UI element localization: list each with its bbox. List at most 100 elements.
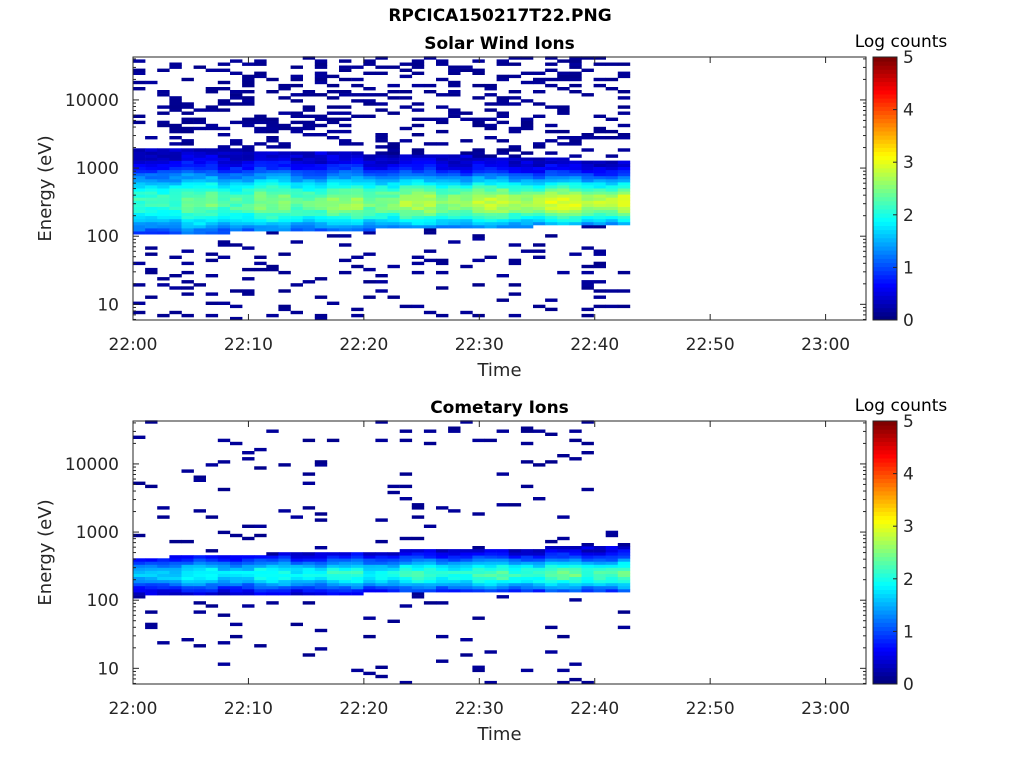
heatmap-cell — [193, 558, 206, 562]
colorbar-swatch — [873, 262, 897, 268]
heatmap-cell — [557, 136, 570, 140]
heatmap-cell — [145, 573, 158, 577]
colorbar-swatch — [873, 102, 897, 107]
heatmap-cell — [169, 142, 182, 146]
heatmap-cell — [339, 243, 352, 247]
heatmap-cell — [617, 289, 631, 293]
heatmap-cell — [133, 200, 146, 204]
heatmap-cell — [484, 191, 497, 195]
heatmap-cell — [363, 87, 376, 91]
heatmap-cell — [520, 191, 534, 195]
heatmap-cell — [617, 105, 631, 109]
heatmap-cell — [617, 206, 631, 210]
heatmap-cell — [472, 200, 485, 204]
heatmap-cell — [230, 561, 243, 565]
heatmap-cell — [460, 175, 473, 180]
heatmap-cell — [581, 221, 594, 226]
heatmap-cell — [472, 206, 485, 210]
heatmap-cell — [133, 533, 146, 538]
heatmap-cell — [472, 188, 485, 192]
heatmap-cell — [217, 169, 231, 174]
heatmap-cell — [460, 589, 473, 593]
heatmap-cell — [169, 555, 182, 559]
heatmap-cell — [217, 200, 231, 204]
heatmap-cell — [230, 573, 243, 577]
heatmap-cell — [484, 573, 497, 577]
heatmap-cell — [169, 573, 182, 577]
heatmap-cell — [399, 139, 413, 143]
heatmap-cell — [145, 175, 158, 180]
heatmap-cell — [593, 188, 606, 192]
heatmap-cell — [617, 215, 631, 220]
heatmap-cell — [448, 552, 461, 556]
heatmap-cell — [339, 552, 352, 556]
heatmap-cell — [593, 77, 606, 82]
heatmap-cell — [145, 191, 158, 195]
heatmap-cell — [387, 585, 400, 590]
heatmap-cell — [472, 96, 485, 100]
heatmap-cell — [375, 555, 388, 559]
heatmap-cell — [157, 169, 170, 174]
heatmap-cell — [581, 169, 594, 174]
heatmap-cell — [351, 255, 364, 259]
heatmap-cell — [278, 197, 291, 201]
heatmap-cell — [520, 197, 534, 201]
heatmap-cell — [581, 163, 594, 167]
heatmap-cell — [302, 191, 316, 195]
heatmap-cell — [533, 212, 546, 217]
x-tick-label: 22:10 — [224, 335, 273, 355]
heatmap-cell — [423, 549, 437, 553]
heatmap-cell — [557, 515, 570, 519]
heatmap-cell — [363, 182, 376, 186]
heatmap-cell — [533, 102, 546, 106]
heatmap-cell — [230, 166, 243, 171]
heatmap-cell — [617, 561, 631, 565]
colorbar-swatch — [873, 188, 897, 194]
heatmap-cell — [278, 163, 291, 167]
heatmap-cell — [205, 604, 219, 608]
heatmap-cell — [302, 172, 316, 177]
heatmap-cell — [448, 576, 461, 581]
heatmap-cell — [545, 555, 558, 559]
heatmap-cell — [581, 420, 594, 424]
heatmap-cell — [423, 218, 437, 223]
heatmap-cell — [181, 209, 194, 213]
heatmap-cell — [181, 221, 194, 226]
heatmap-cell — [533, 564, 546, 568]
heatmap-cell — [605, 179, 619, 183]
heatmap-cell — [569, 564, 582, 568]
heatmap-cell — [411, 157, 425, 161]
heatmap-cell — [254, 120, 267, 125]
heatmap-cell — [387, 172, 400, 177]
heatmap-cell — [605, 558, 619, 562]
heatmap-cell — [399, 212, 413, 217]
heatmap-cell — [472, 438, 485, 443]
heatmap-cell — [557, 105, 570, 109]
heatmap-cell — [520, 564, 534, 568]
heatmap-cell — [314, 518, 328, 522]
heatmap-cell — [205, 182, 219, 186]
heatmap-cell — [363, 564, 376, 568]
heatmap-cell — [205, 209, 219, 213]
heatmap-cell — [605, 194, 619, 198]
heatmap-cell — [314, 582, 328, 587]
heatmap-cell — [399, 182, 413, 186]
heatmap-cell — [242, 246, 255, 250]
heatmap-cell — [181, 185, 194, 189]
heatmap-cell — [557, 191, 570, 195]
heatmap-cell — [363, 573, 376, 577]
heatmap-cell — [436, 209, 449, 213]
heatmap-cell — [593, 576, 606, 581]
heatmap-cell — [399, 558, 413, 562]
heatmap-cell — [387, 212, 400, 217]
heatmap-cell — [339, 579, 352, 584]
heatmap-cell — [314, 200, 328, 204]
heatmap-cell — [448, 509, 461, 513]
heatmap-cell — [217, 145, 231, 149]
heatmap-cell — [254, 160, 267, 164]
heatmap-cell — [569, 56, 582, 60]
heatmap-cell — [181, 558, 194, 562]
heatmap-cell — [520, 182, 534, 186]
heatmap-cell — [230, 243, 243, 247]
heatmap-cell — [217, 175, 231, 180]
